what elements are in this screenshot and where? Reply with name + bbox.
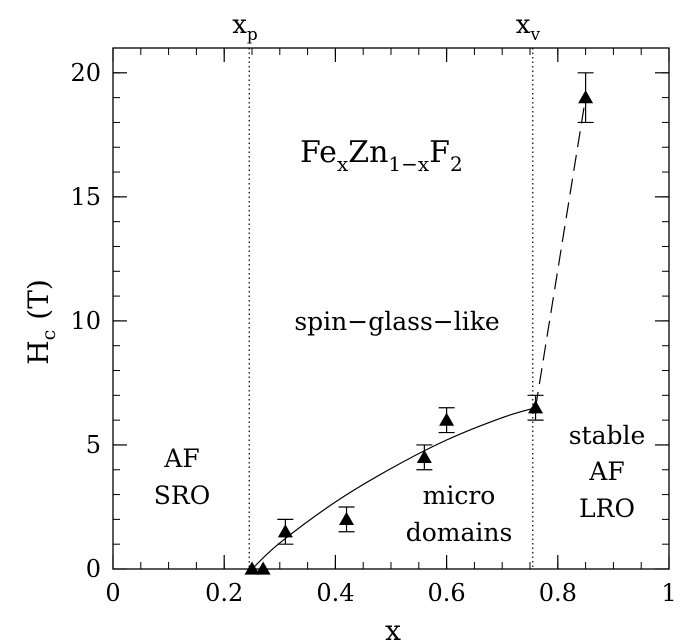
y-tick-label: 15 <box>70 183 101 211</box>
label-spin-glass-like: spin−glass−like <box>294 307 499 336</box>
formula-sub-2: 2 <box>450 152 463 176</box>
formula-sub-x: x <box>337 152 349 176</box>
y-tick-label: 20 <box>70 59 101 87</box>
data-point-triangle <box>416 449 432 463</box>
plot-frame <box>112 47 670 570</box>
data-point-triangle <box>277 524 293 538</box>
dashed-extrapolation-line <box>534 97 587 408</box>
label-stable: stable <box>569 421 646 450</box>
formula: FexZn1−xF2 <box>300 135 463 176</box>
y-tick-label: 0 <box>86 555 101 583</box>
data-points <box>244 72 594 575</box>
x-tick-label: 0.2 <box>205 579 243 607</box>
data-point-triangle <box>528 400 544 414</box>
data-point-triangle <box>244 561 260 575</box>
formula-zn: Zn <box>348 135 388 170</box>
vline-label-xp: xp <box>232 10 258 45</box>
formula-f: F <box>429 135 450 170</box>
x-axis-label: x <box>385 614 401 643</box>
formula-sub-1mx: 1−x <box>388 152 429 176</box>
data-point-triangle <box>578 90 594 104</box>
x-tick-label: 0.4 <box>316 579 354 607</box>
y-tick-labels: 0 5 10 15 20 <box>70 59 101 583</box>
x-tick-labels: 0 0.2 0.4 0.6 0.8 1 <box>105 579 676 607</box>
y-axis-label-unit: (T) <box>22 279 55 320</box>
label-domains: domains <box>406 518 513 547</box>
region-boundaries: xp xv <box>232 10 540 569</box>
label-lro: LRO <box>579 494 635 523</box>
x-tick-label: 0.8 <box>539 579 577 607</box>
data-point-triangle <box>255 561 271 575</box>
formula-fe: Fe <box>300 135 337 170</box>
y-tick-label: 5 <box>86 431 101 459</box>
label-af-lro-af: AF <box>588 457 624 486</box>
label-af: AF <box>163 444 199 473</box>
data-point-triangle <box>439 412 455 426</box>
label-sro: SRO <box>154 481 210 510</box>
vline-label-xv: xv <box>516 10 541 45</box>
svg-text:Hc(T): Hc (T) <box>22 279 60 365</box>
data-point-triangle <box>339 511 355 526</box>
y-tick-label: 10 <box>70 307 101 335</box>
y-axis-label-sub: c <box>38 330 60 341</box>
y-axis-label: Hc (T) <box>22 279 60 365</box>
x-tick-label: 0 <box>105 579 120 607</box>
fit-curve <box>251 407 536 570</box>
x-tick-label: 1 <box>661 579 676 607</box>
y-axis-label-main: H <box>22 340 55 364</box>
label-micro: micro <box>423 481 496 510</box>
x-tick-label: 0.6 <box>428 579 466 607</box>
